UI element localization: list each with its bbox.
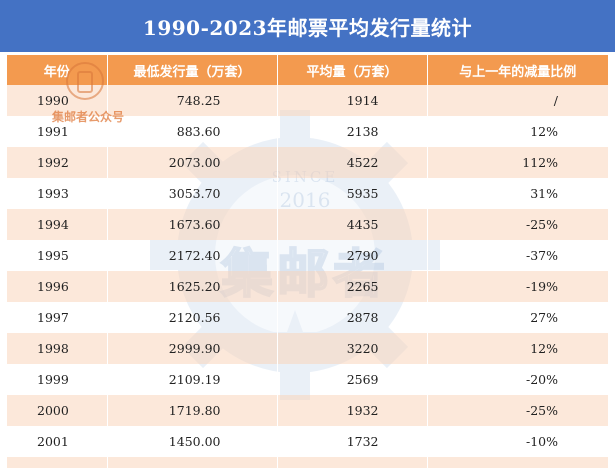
cell-avg-issue: 4522 xyxy=(277,147,428,178)
cell-change-ratio: -37% xyxy=(427,240,608,271)
cell-year: 1994 xyxy=(7,209,108,240)
cell-min-issue: 3053.70 xyxy=(107,178,278,209)
cell-min-issue: 1719.80 xyxy=(107,395,278,426)
cell-min-issue: 2073.00 xyxy=(107,147,278,178)
cell-year: 1993 xyxy=(7,178,108,209)
cell-avg-issue: 5935 xyxy=(277,178,428,209)
cell-change-ratio: -20% xyxy=(427,364,608,395)
table-row: 2001 1450.00 1732 -10% xyxy=(7,426,608,457)
cell-min-issue: 883.60 xyxy=(107,116,278,147)
table-row: 20021090.001267-27% xyxy=(7,457,608,468)
table-row: 1992 2073.00 4522 112% xyxy=(7,147,608,178)
cell-change-ratio: -19% xyxy=(427,271,608,302)
cell-year: 2001 xyxy=(7,426,108,457)
cell-avg-issue: 2790 xyxy=(277,240,428,271)
title-bar: 1990-2023年邮票平均发行量统计 xyxy=(0,0,615,52)
header-change-ratio: 与上一年的减量比例 xyxy=(427,55,608,85)
cell-min-issue: 1090.00 xyxy=(107,457,278,468)
cell-avg-issue: 1914 xyxy=(277,85,428,116)
cell-year: 1990 xyxy=(7,85,108,116)
cell-change-ratio: 12% xyxy=(427,116,608,147)
cell-min-issue: 2999.90 xyxy=(107,333,278,364)
cell-change-ratio: 31% xyxy=(427,178,608,209)
cell-year: 1997 xyxy=(7,302,108,333)
cell-year: 1998 xyxy=(7,333,108,364)
cell-avg-issue: 1267 xyxy=(277,457,428,468)
cell-min-issue: 1450.00 xyxy=(107,426,278,457)
cell-min-issue: 748.25 xyxy=(107,85,278,116)
cell-change-ratio: -10% xyxy=(427,426,608,457)
table-row: 1996 1625.20 2265 -19% xyxy=(7,271,608,302)
cell-avg-issue: 2569 xyxy=(277,364,428,395)
cell-avg-issue: 1732 xyxy=(277,426,428,457)
table-row: 1993 3053.70 5935 31% xyxy=(7,178,608,209)
cell-change-ratio: 112% xyxy=(427,147,608,178)
cell-year: 1999 xyxy=(7,364,108,395)
cell-avg-issue: 1932 xyxy=(277,395,428,426)
cell-year: 1996 xyxy=(7,271,108,302)
page-title: 1990-2023年邮票平均发行量统计 xyxy=(142,15,473,40)
table-row: 1991 883.60 2138 12% xyxy=(7,116,608,147)
table-row: 1994 1673.60 4435 -25% xyxy=(7,209,608,240)
cell-avg-issue: 3220 xyxy=(277,333,428,364)
cell-change-ratio: / xyxy=(427,85,608,116)
table-row: 1997 2120.56 2878 27% xyxy=(7,302,608,333)
header-avg-issue: 平均量（万套） xyxy=(277,55,428,85)
cell-min-issue: 1625.20 xyxy=(107,271,278,302)
cell-change-ratio: -27% xyxy=(427,457,608,468)
cell-year: 1991 xyxy=(7,116,108,147)
header-min-issue: 最低发行量（万套） xyxy=(107,55,278,85)
table-body: 1990 748.25 1914/1991 883.60 2138 12% 1992 2073… xyxy=(7,85,608,468)
cell-year: 2000 xyxy=(7,395,108,426)
cell-avg-issue: 2265 xyxy=(277,271,428,302)
cell-avg-issue: 4435 xyxy=(277,209,428,240)
table-row: 1995 2172.40 2790 -37% xyxy=(7,240,608,271)
cell-year: 1995 xyxy=(7,240,108,271)
cell-min-issue: 2172.40 xyxy=(107,240,278,271)
cell-change-ratio: 27% xyxy=(427,302,608,333)
cell-change-ratio: -25% xyxy=(427,209,608,240)
table-row: 1990 748.25 1914/ xyxy=(7,85,608,116)
table-row: 2000 1719.80 1932 -25% xyxy=(7,395,608,426)
cell-avg-issue: 2138 xyxy=(277,116,428,147)
cell-min-issue: 1673.60 xyxy=(107,209,278,240)
cell-change-ratio: -25% xyxy=(427,395,608,426)
cell-year: 2002 xyxy=(7,457,108,468)
cell-year: 1992 xyxy=(7,147,108,178)
table-row: 1999 2109.19 2569 -20% xyxy=(7,364,608,395)
cell-min-issue: 2109.19 xyxy=(107,364,278,395)
cell-change-ratio: 12% xyxy=(427,333,608,364)
cell-avg-issue: 2878 xyxy=(277,302,428,333)
header-year: 年份 xyxy=(7,55,108,85)
cell-min-issue: 2120.56 xyxy=(107,302,278,333)
table-row: 1998 2999.90 3220 12% xyxy=(7,333,608,364)
table-header-row: 年份 最低发行量（万套） 平均量（万套） 与上一年的减量比例 xyxy=(7,55,608,85)
stamp-issue-table: 年份 最低发行量（万套） 平均量（万套） 与上一年的减量比例 1990 748.2… xyxy=(7,55,608,468)
